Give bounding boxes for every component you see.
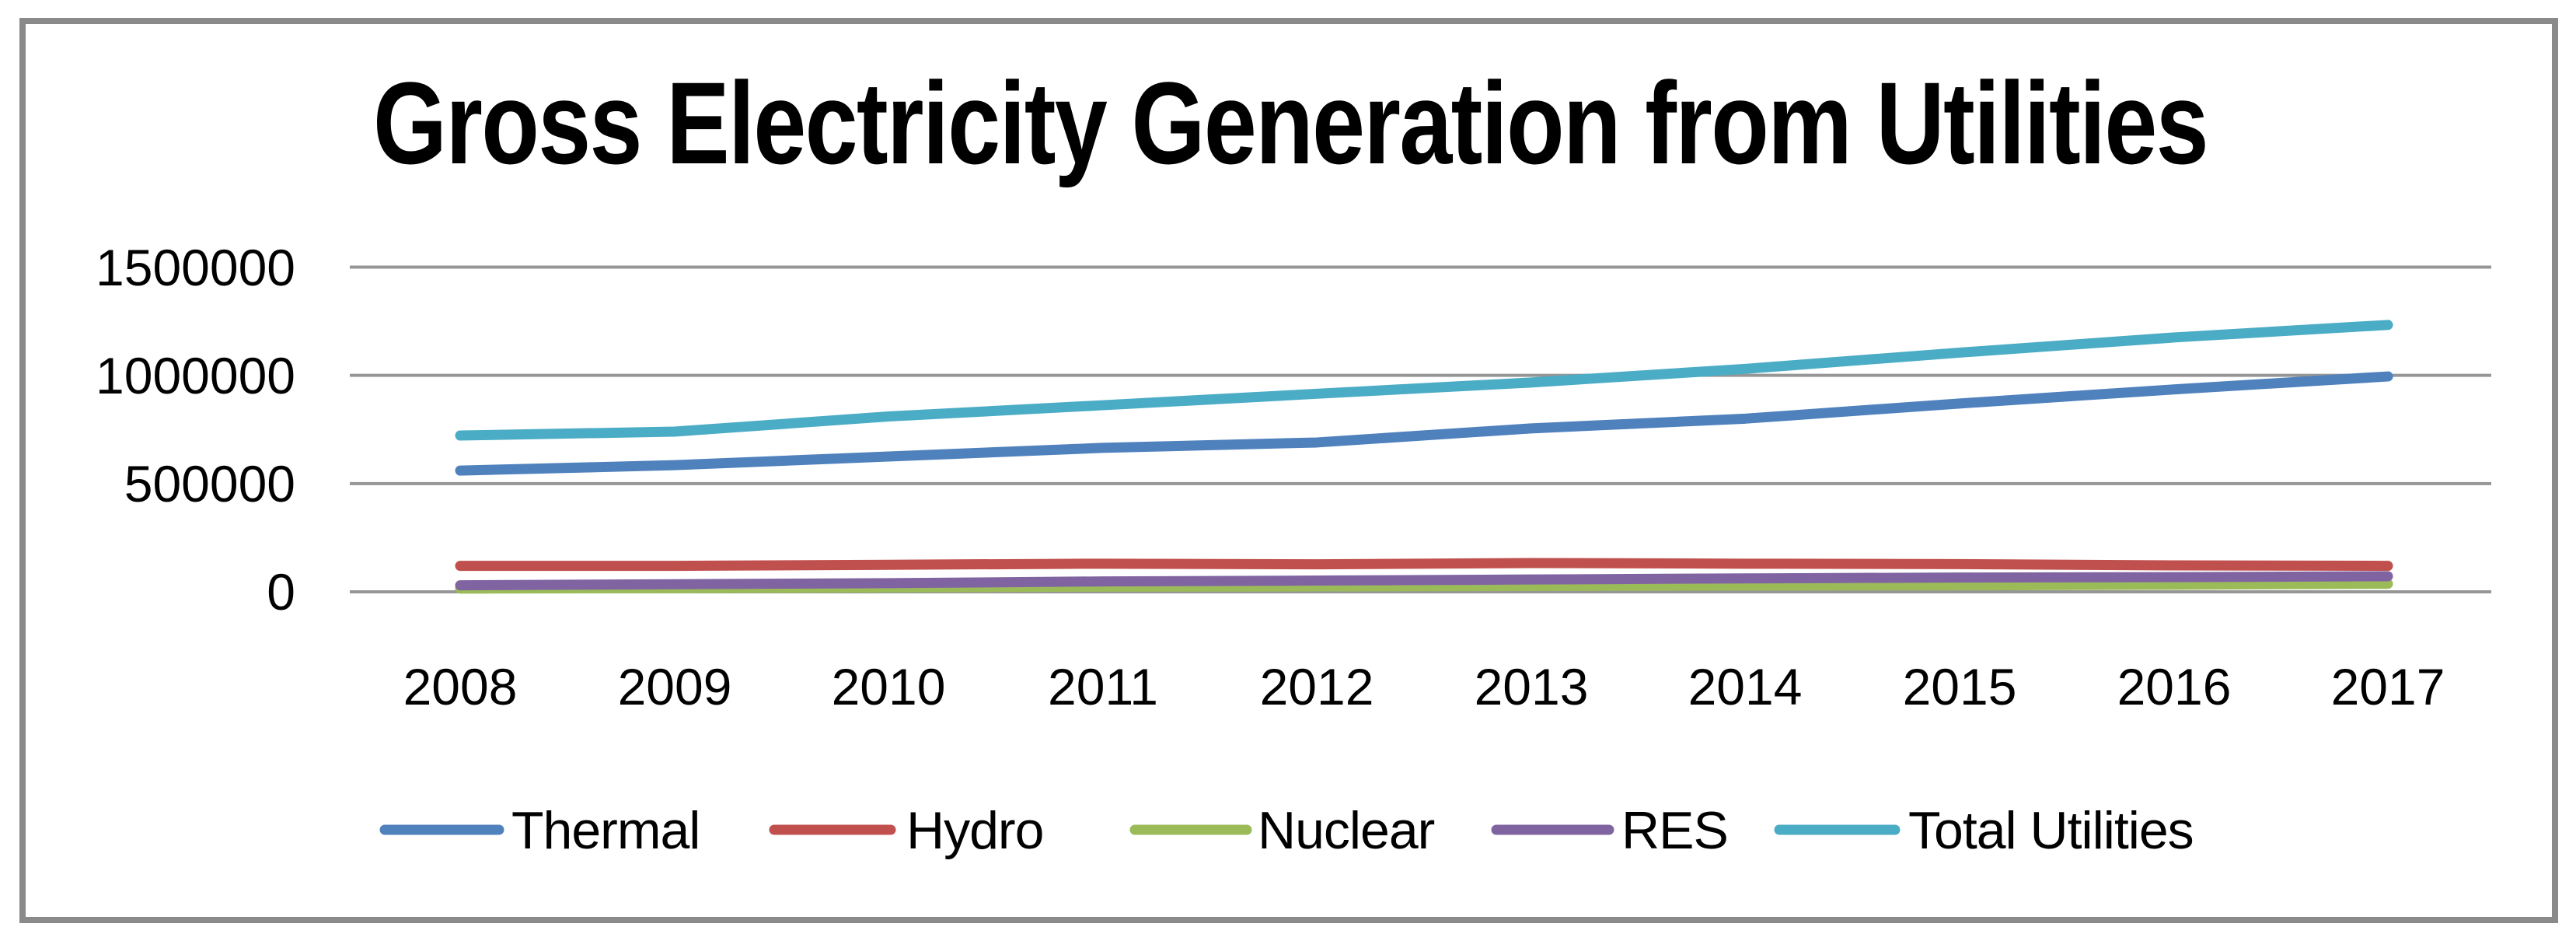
x-tick-2012: 2012: [1260, 658, 1374, 715]
x-tick-2009: 2009: [618, 658, 732, 715]
series-lines: [455, 320, 2393, 594]
y-tick-0: 0: [267, 563, 295, 621]
x-tick-2016: 2016: [2117, 658, 2232, 715]
legend-label-hydro: Hydro: [906, 801, 1043, 860]
x-tick-2011: 2011: [1048, 658, 1158, 715]
legend-item-nuclear: Nuclear: [1129, 801, 1436, 860]
series-line-res: [455, 571, 2393, 591]
legend-label-total-utilities: Total Utilities: [1908, 801, 2194, 860]
legend-label-thermal: Thermal: [511, 801, 700, 860]
legend: Thermal Hydro Nuclear RES Total Utilitie…: [379, 801, 2194, 860]
y-tick-1000000: 1000000: [96, 347, 295, 404]
legend-item-thermal: Thermal: [379, 801, 700, 860]
legend-item-total-utilities: Total Utilities: [1774, 801, 2194, 860]
series-line-hydro: [455, 558, 2393, 572]
y-tick-500000: 500000: [124, 455, 295, 512]
series-line-total-utilities: [455, 320, 2393, 441]
x-tick-2015: 2015: [1903, 658, 2017, 715]
legend-item-res: RES: [1491, 801, 1729, 860]
y-tick-1500000: 1500000: [96, 239, 295, 296]
chart-border: [19, 18, 2558, 923]
legend-item-hydro: Hydro: [769, 801, 1044, 860]
x-tick-2013: 2013: [1475, 658, 1589, 715]
legend-label-res: RES: [1621, 801, 1728, 860]
x-tick-2010: 2010: [832, 658, 946, 715]
chart-title: Gross Electricity Generation from Utilit…: [373, 58, 2208, 188]
x-axis-tick-labels: 2008 2009 2010 2011 2012 2013 2014 2015 …: [403, 658, 2445, 715]
x-tick-2008: 2008: [403, 658, 518, 715]
x-tick-2017: 2017: [2331, 658, 2445, 715]
gridlines: [350, 265, 2491, 593]
x-tick-2014: 2014: [1688, 658, 1803, 715]
y-axis-tick-labels: 1500000 1000000 500000 0: [96, 239, 295, 621]
legend-label-nuclear: Nuclear: [1258, 801, 1435, 860]
series-line-thermal: [455, 371, 2393, 476]
